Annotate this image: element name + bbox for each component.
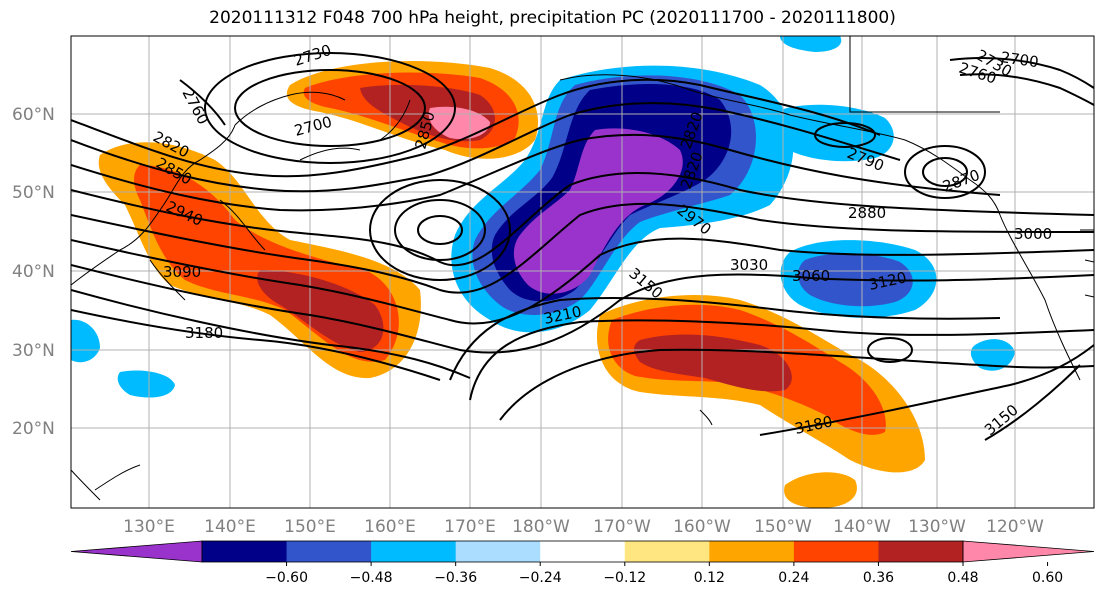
colorbar-tick-label: 0.24 [778, 570, 809, 586]
contour-label: 3090 [163, 263, 201, 281]
lon-label: 150°E [284, 517, 336, 537]
colorbar-frame [201, 540, 964, 563]
lon-label: 160°W [673, 517, 731, 537]
colorbar-segment [286, 541, 372, 562]
lon-label: 140°W [833, 517, 891, 537]
colorbar-tick-label: −0.12 [603, 570, 646, 586]
colorbar: −0.60 −0.48 −0.36 −0.24 −0.12 0.12 0.24 0.36 0.4… [70, 540, 1095, 586]
contour-label: 3030 [730, 256, 768, 274]
positive-anomaly-south [784, 472, 857, 508]
lat-label: 20°N [12, 419, 55, 439]
latitude-labels: 60°N 50°N 40°N 30°N 20°N [12, 105, 55, 439]
lat-label: 40°N [12, 262, 55, 282]
negative-anomaly-west-edge [71, 319, 100, 363]
colorbar-tick-label: −0.48 [350, 570, 393, 586]
negative-anomaly-small-a [117, 370, 175, 398]
height-contours [71, 52, 1094, 441]
colorbar-tick-label: −0.24 [519, 570, 562, 586]
positive-anomaly-west-core [257, 270, 384, 352]
contour-label: 3060 [792, 267, 830, 285]
negative-anomaly-central-core [513, 128, 683, 294]
colorbar-segment [371, 541, 457, 562]
colorbar-extension-high [962, 540, 1095, 563]
lon-label: 180°W [512, 517, 570, 537]
negative-anomaly-small-b [970, 339, 1015, 371]
colorbar-tick-label: 0.48 [947, 570, 978, 586]
colorbar-tick-label: −0.36 [434, 570, 477, 586]
colorbar-tick-label: 0.36 [863, 570, 894, 586]
lon-label: 130°E [123, 517, 175, 537]
lon-label: 120°W [986, 517, 1044, 537]
negative-anomaly-gulf [772, 104, 894, 162]
colorbar-tick-label: 0.12 [694, 570, 725, 586]
lat-label: 60°N [12, 105, 55, 125]
lon-label: 170°E [444, 517, 496, 537]
colorbar-tick-label: −0.60 [265, 570, 308, 586]
colorbar-tick-label: 0.60 [1032, 570, 1063, 586]
positive-anomaly-subtropical-core [634, 334, 792, 392]
contour-label: 2880 [848, 204, 886, 222]
colorbar-segment [709, 541, 795, 562]
lon-label: 130°W [908, 517, 966, 537]
contour-label: 2700 [999, 48, 1039, 71]
colorbar-segment [624, 541, 710, 562]
lon-label: 140°E [204, 517, 256, 537]
longitude-labels: 130°E 140°E 150°E 160°E 170°E 180°W 170°… [123, 517, 1044, 537]
map-title: 2020111312 F048 700 hPa height, precipit… [209, 8, 896, 28]
contour-label: 3180 [185, 324, 223, 342]
coastlines [71, 36, 1094, 501]
lon-label: 150°W [754, 517, 812, 537]
contour-label: 3000 [1014, 225, 1052, 243]
lat-label: 30°N [12, 341, 55, 361]
map-frame [70, 35, 1095, 509]
colorbar-segment [540, 541, 626, 562]
lon-label: 170°W [593, 517, 651, 537]
colorbar-segment [455, 541, 541, 562]
colorbar-segment [878, 541, 964, 562]
colorbar-segment [793, 541, 879, 562]
colorbar-segment [202, 541, 288, 562]
negative-anomaly-ne-corner [780, 36, 842, 52]
colorbar-extension-low [70, 540, 203, 563]
lon-label: 160°E [364, 517, 416, 537]
map-panel: 2730 2760 2700 2820 2850 2940 3090 3180 … [70, 35, 1095, 509]
lat-label: 50°N [12, 183, 55, 203]
